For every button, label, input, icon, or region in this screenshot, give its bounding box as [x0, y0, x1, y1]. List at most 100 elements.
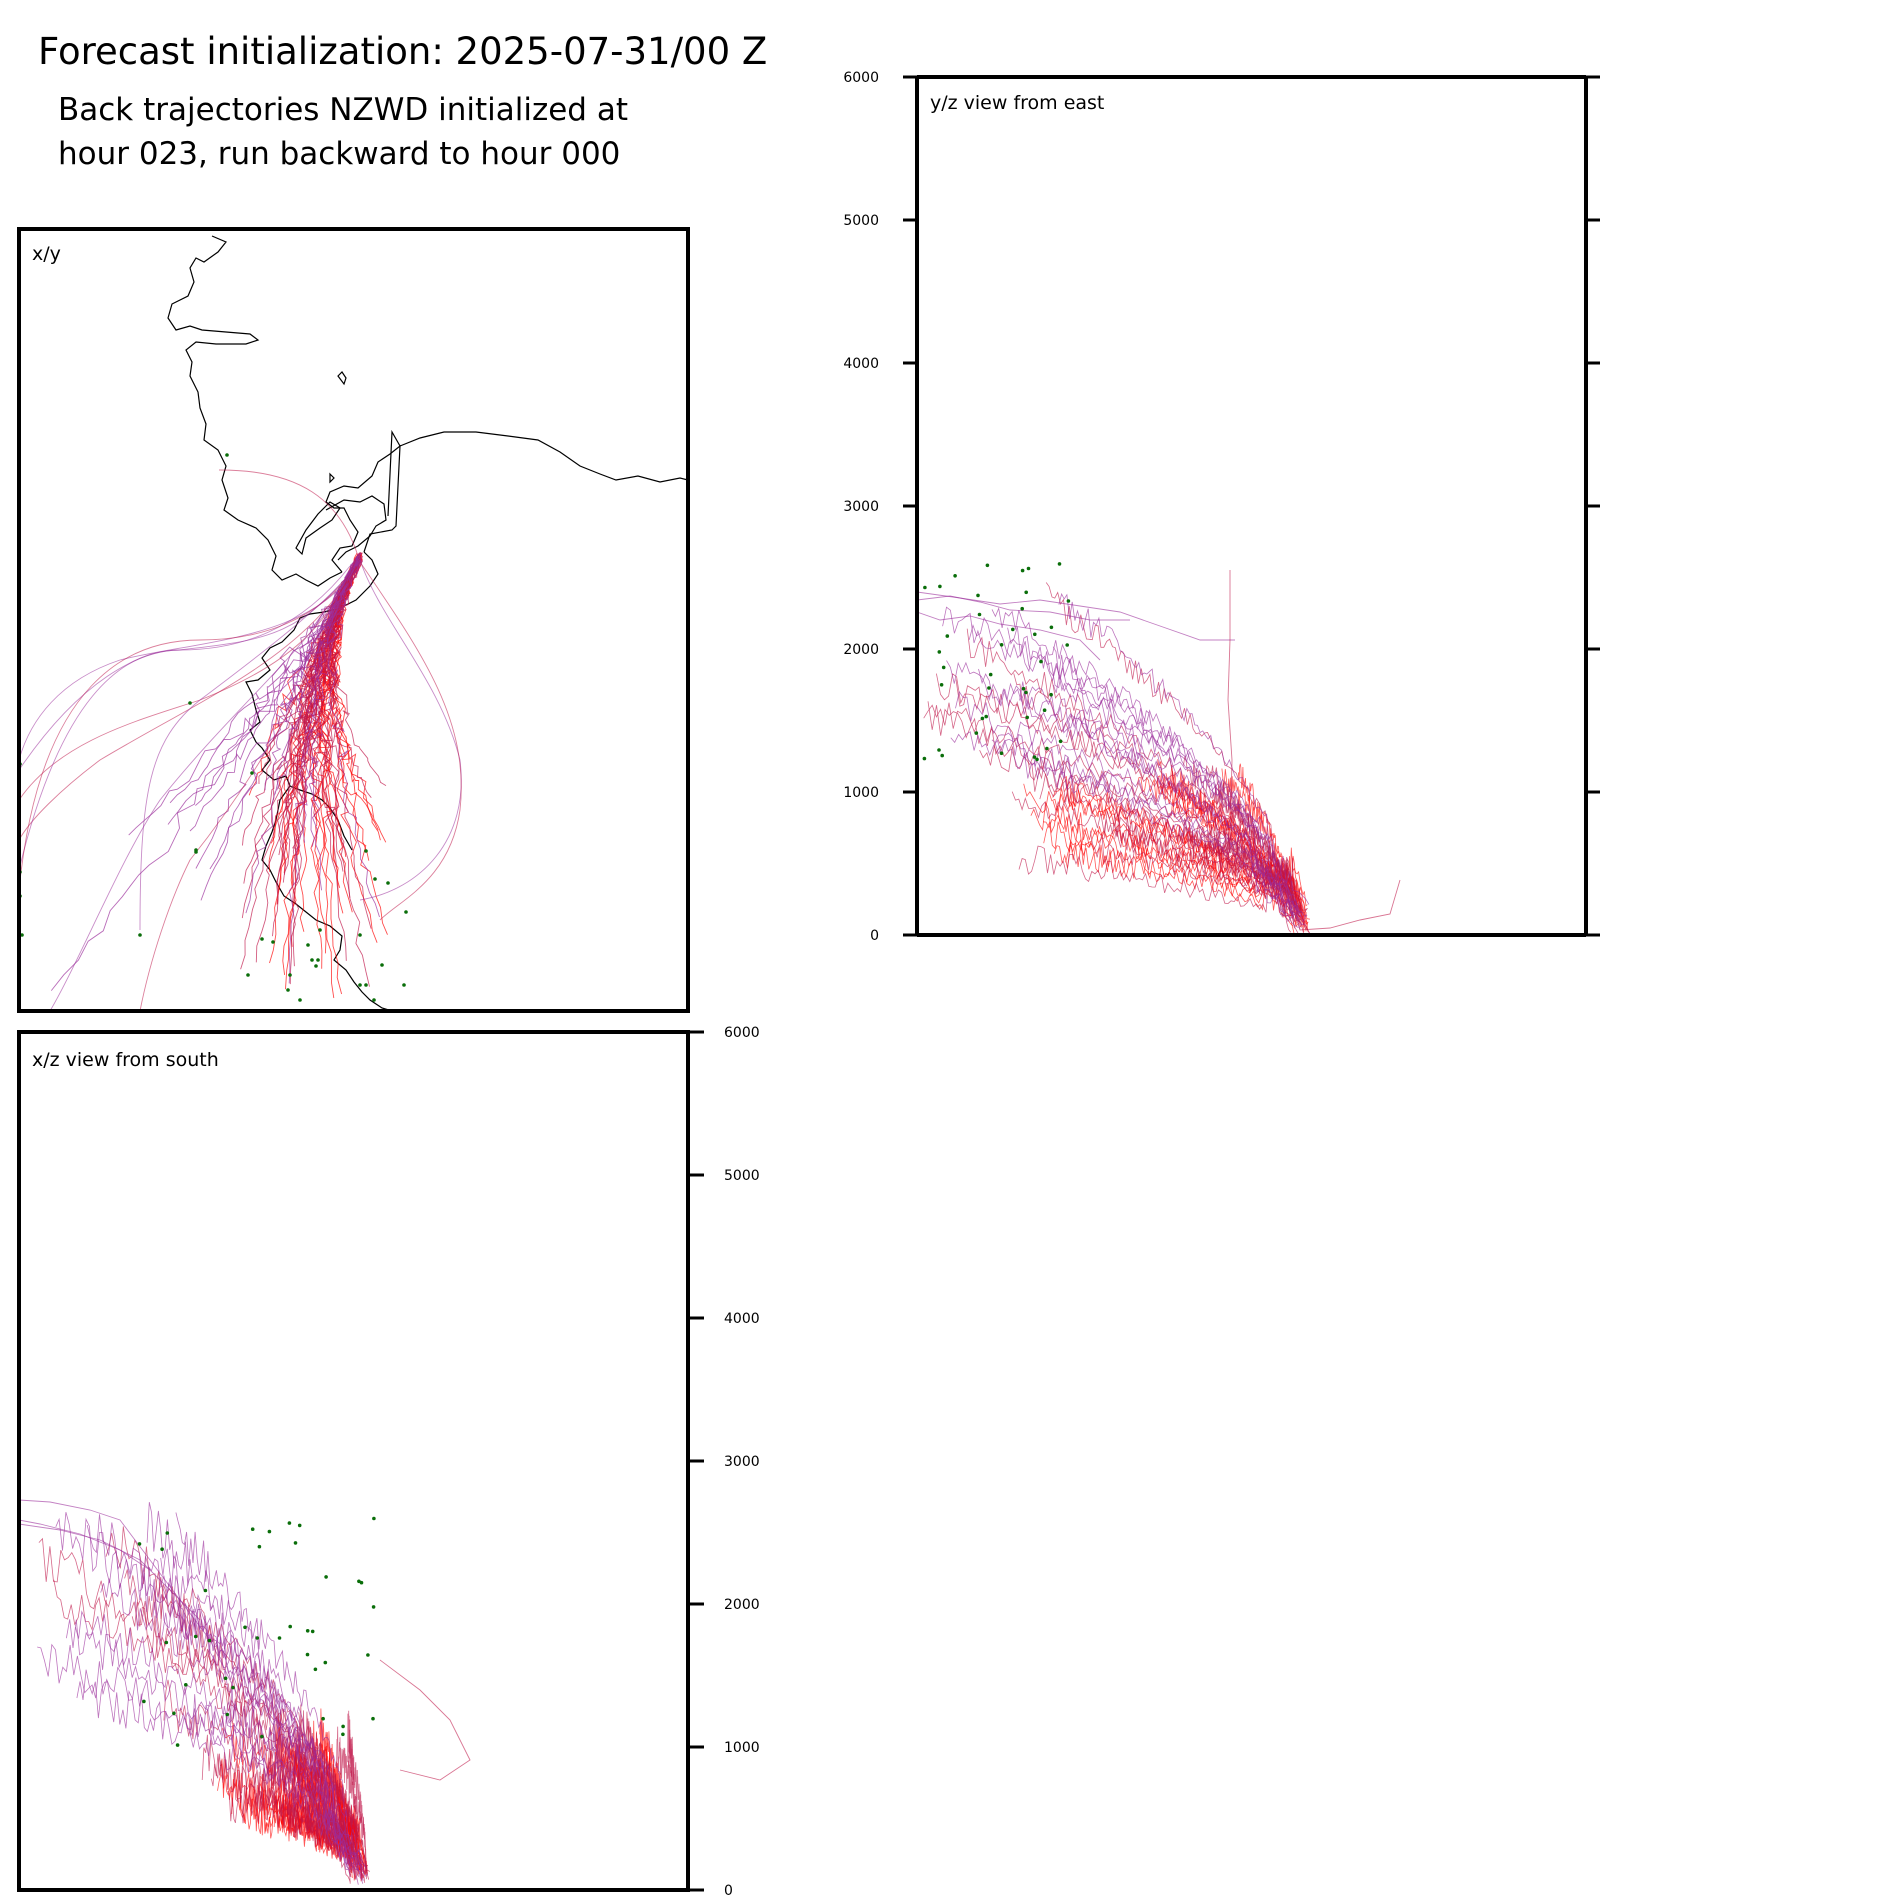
xy-trajectory-line	[189, 555, 361, 832]
xz-endpoint-dot	[184, 1683, 188, 1687]
xy-trajectory-line	[219, 469, 359, 557]
xz-panel: 0 1000 2000 3000 4000 5000 6000 x/z view from …	[17, 1025, 760, 1899]
yz-trajectory-line	[942, 606, 1296, 907]
xz-trajectory-line	[19, 1499, 241, 1701]
xy-endpoint-dot	[306, 943, 310, 947]
coastline-segment	[325, 495, 387, 561]
xz-endpoint-dot	[313, 1667, 318, 1672]
xz-endpoint-dot	[175, 1743, 180, 1747]
xz-endpoint-dot	[323, 1660, 328, 1665]
xy-endpoint-dot	[246, 973, 250, 977]
yz-endpoint-dot	[938, 584, 942, 589]
yz-trajectory-line	[1013, 673, 1295, 929]
coastline-segment	[295, 501, 341, 556]
xz-endpoint-dot	[288, 1624, 293, 1629]
xy-trajectory-line	[300, 554, 359, 843]
yz-trajectory-line	[1052, 646, 1308, 917]
yz-endpoint-dot	[1032, 755, 1037, 759]
yz-endpoint-dot	[1020, 568, 1025, 573]
xz-endpoint-dot	[324, 1575, 328, 1579]
y-tick-label: 0	[870, 928, 879, 944]
xy-endpoint-dot	[364, 983, 368, 987]
xy-trajectory-line	[19, 565, 351, 871]
xy-endpoint-dot	[358, 983, 362, 987]
xz-endpoint-dot	[225, 1712, 230, 1717]
xz-endpoint-dot	[305, 1652, 310, 1657]
xz-trajectory-line	[76, 1669, 353, 1871]
yz-trajectory-line	[1227, 793, 1302, 917]
yz-endpoint-dot	[945, 634, 950, 638]
xz-endpoint-dot	[359, 1580, 364, 1585]
xy-trajectories	[19, 469, 462, 1011]
coastline-segment	[261, 785, 393, 1011]
yz-endpoint-dot	[987, 686, 991, 690]
xy-trajectory-line	[255, 560, 362, 963]
coastline-segment	[299, 551, 379, 619]
xz-endpoint-dot	[193, 1634, 198, 1639]
yz-endpoint-dot	[1026, 566, 1031, 571]
xy-endpoint-dot	[364, 849, 368, 853]
yz-endpoint-dot	[937, 748, 941, 752]
xz-trajectory-line	[160, 1548, 359, 1872]
coastline-segment	[387, 429, 401, 517]
yz-endpoint-dot	[999, 643, 1004, 647]
xy-endpoint-dot	[314, 964, 318, 968]
xy-trajectory-line	[139, 563, 359, 931]
yz-trajectory-line	[1011, 791, 1308, 914]
yz-endpoint-dot	[940, 753, 944, 758]
y-tick-label: 1000	[843, 785, 879, 801]
yz-endpoint-dot	[980, 716, 985, 721]
xz-endpoint-dot	[172, 1711, 176, 1716]
xz-endpoint-dot	[287, 1521, 292, 1525]
xy-panel-label: x/y	[32, 243, 61, 265]
yz-endpoint-dot	[941, 665, 946, 670]
yz-trajectory-line	[994, 739, 1291, 918]
xz-endpoint-dot	[257, 1544, 262, 1549]
yz-trajectory-line	[991, 732, 1292, 923]
yz-endpoint-dot	[976, 593, 980, 598]
xz-endpoint-dot	[293, 1541, 298, 1545]
xz-endpoints	[137, 1516, 376, 1747]
xy-endpoint-dot	[380, 963, 384, 967]
coastline-segment	[337, 371, 347, 386]
xy-endpoint-dot	[358, 933, 362, 937]
xy-endpoint-dot	[188, 701, 192, 705]
xz-trajectory-line	[298, 1704, 360, 1862]
xz-endpoint-dot	[260, 1734, 264, 1739]
y-tick-label: 4000	[843, 356, 879, 372]
xy-endpoint-dot	[194, 850, 198, 854]
yz-endpoint-dot	[1020, 606, 1024, 611]
xz-endpoint-dot	[341, 1732, 345, 1737]
yz-trajectory-line	[1066, 715, 1298, 921]
coastline-segment	[329, 472, 335, 484]
yz-trajectory-line	[978, 668, 1299, 928]
coastline-segment	[167, 235, 343, 587]
xz-trajectory-line	[379, 1659, 471, 1781]
xy-trajectory-line	[19, 567, 355, 891]
xz-trajectory-line	[175, 1512, 369, 1877]
yz-trajectory-line	[917, 591, 1235, 641]
xz-endpoint-dot	[372, 1516, 376, 1521]
xy-endpoint-dot	[288, 973, 292, 977]
yz-endpoint-dot	[1065, 643, 1069, 647]
yz-endpoint-dot	[953, 574, 957, 578]
xz-endpoint-dot	[321, 1716, 325, 1721]
yz-trajectory-line	[917, 595, 1130, 621]
xy-trajectory-line	[195, 560, 363, 869]
coastline	[167, 235, 688, 1011]
xz-trajectory-line	[225, 1685, 362, 1871]
xz-endpoint-dot	[164, 1640, 169, 1645]
xz-endpoint-dot	[223, 1676, 228, 1681]
xz-endpoint-dot	[165, 1531, 170, 1535]
yz-trajectory-line	[1102, 813, 1292, 933]
figure-subtitle-line1: Back trajectories NZWD initialized at	[58, 92, 628, 128]
xz-endpoint-dot	[310, 1629, 315, 1634]
yz-endpoint-dot	[988, 672, 993, 677]
y-tick-label: 6000	[724, 1025, 760, 1041]
figure-subtitle-line2: hour 023, run backward to hour 000	[58, 136, 620, 172]
yz-trajectories	[917, 570, 1401, 935]
yz-endpoint-dot	[1024, 590, 1028, 595]
xy-trajectory-line	[200, 552, 362, 901]
xy-trajectory-line	[294, 552, 363, 883]
